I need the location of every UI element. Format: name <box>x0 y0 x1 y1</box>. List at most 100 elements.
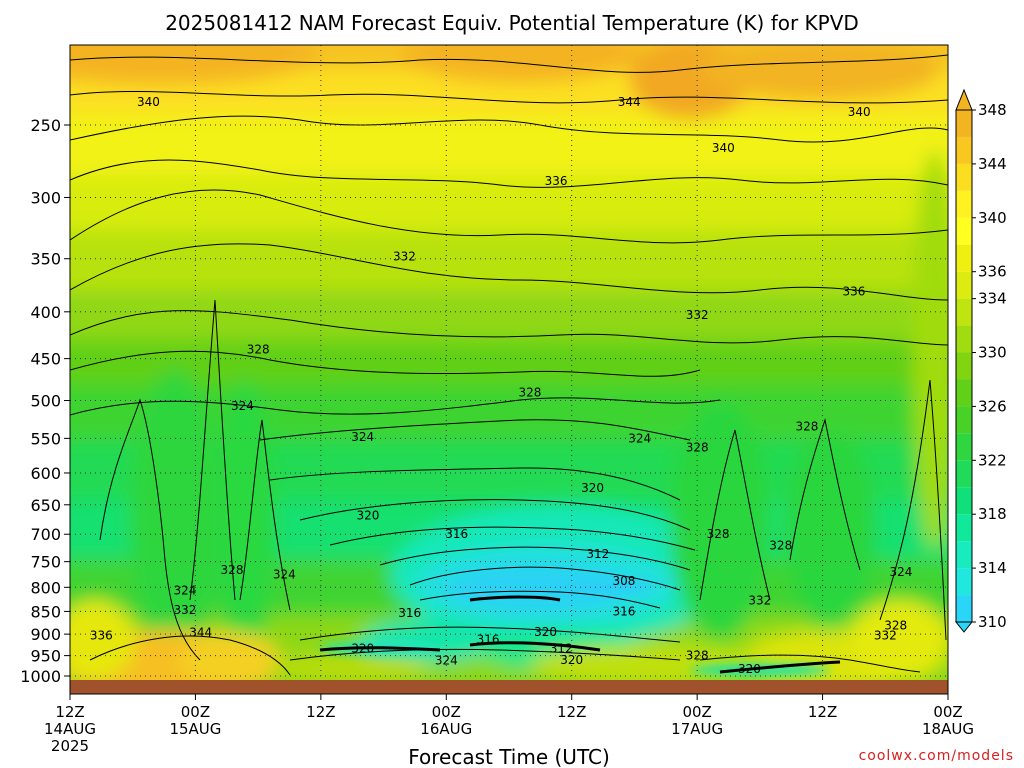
y-tick-label: 1000 <box>20 667 61 686</box>
y-tick-label: 800 <box>30 578 61 597</box>
contour-label: 324 <box>435 654 458 668</box>
contour-label: 316 <box>445 527 468 541</box>
y-tick-label: 300 <box>30 188 61 207</box>
contour-label: 332 <box>393 249 416 263</box>
colorbar-swatch <box>956 244 972 272</box>
contour-label: 324 <box>273 568 296 582</box>
colorbar-swatch <box>956 136 972 164</box>
colorbar-swatch <box>956 217 972 245</box>
colorbar-swatch <box>956 190 972 218</box>
contour-label: 328 <box>795 420 818 434</box>
contour-label: 332 <box>686 308 709 322</box>
x-tick-label: 12Z <box>55 703 84 721</box>
x-tick-label: 12Z <box>557 703 586 721</box>
contour-label: 328 <box>247 343 270 357</box>
y-tick-label: 900 <box>30 625 61 644</box>
contour-label: 344 <box>189 625 212 639</box>
contour-label: 308 <box>613 574 636 588</box>
colorbar-arrow-low <box>954 621 974 633</box>
colorbar-swatch <box>956 433 972 461</box>
colorbar-swatch <box>956 379 972 407</box>
colorbar-label: 336 <box>978 263 1007 281</box>
contour-label: 332 <box>174 603 197 617</box>
chart-title: 2025081412 NAM Forecast Equiv. Potential… <box>165 11 859 35</box>
contour-label: 336 <box>842 284 865 298</box>
contour-label: 328 <box>686 441 709 455</box>
colorbar-label: 318 <box>978 505 1007 523</box>
colorbar: 310 314 318 322 326 330 334 336 340 344 348 <box>954 88 1007 633</box>
contour-label: 320 <box>351 641 374 655</box>
x-tick-label: 00Z <box>933 703 962 721</box>
y-tick-label: 700 <box>30 525 61 544</box>
y-tick-label: 250 <box>30 116 61 135</box>
y-tick-label: 950 <box>30 647 61 666</box>
y-axis: 250 300 350 400 450 500 550 600 650 700 750 800 850 9… <box>20 116 70 686</box>
contour-label: 324 <box>231 399 254 413</box>
contour-label: 336 <box>545 174 568 188</box>
colorbar-label: 322 <box>978 451 1007 469</box>
contour-label: 344 <box>618 95 641 109</box>
contour-label: 328 <box>518 385 541 399</box>
contour-label: 324 <box>174 583 197 597</box>
colorbar-swatch <box>956 110 972 137</box>
contour-label: 332 <box>874 628 897 642</box>
x-tick-label: 00Z <box>682 703 711 721</box>
contour-label: 316 <box>613 604 636 618</box>
contour-label: 324 <box>890 565 913 579</box>
colorbar-label: 330 <box>978 344 1007 362</box>
colorbar-label: 326 <box>978 397 1007 415</box>
heatmap-field <box>70 45 948 680</box>
colorbar-frame <box>955 109 973 623</box>
colorbar-swatch <box>956 271 972 299</box>
colorbar-swatch <box>956 460 972 488</box>
contour-label: 320 <box>356 509 379 523</box>
colorbar-swatch <box>956 568 972 596</box>
x-tick-label: 00Z <box>181 703 210 721</box>
contour-label: 312 <box>586 547 609 561</box>
colorbar-swatch <box>956 163 972 191</box>
colorbar-label: 340 <box>978 209 1007 227</box>
contour-label: 336 <box>90 628 113 642</box>
contour-label: 328 <box>686 649 709 663</box>
contour-label: 312 <box>550 641 573 655</box>
contour-label: 328 <box>769 538 792 552</box>
y-tick-label: 450 <box>30 350 61 369</box>
colorbar-swatch <box>956 541 972 569</box>
x-tick-label: 18AUG <box>922 720 974 738</box>
contour-label: 316 <box>477 632 500 646</box>
x-tick-label: 15AUG <box>169 720 221 738</box>
y-tick-label: 550 <box>30 429 61 448</box>
y-tick-label: 850 <box>30 602 61 621</box>
colorbar-swatch <box>956 406 972 434</box>
colorbar-swatch <box>956 595 972 622</box>
contour-label: 320 <box>534 625 557 639</box>
x-tick-label: 12Z <box>306 703 335 721</box>
contour-label: 324 <box>628 431 651 445</box>
plot-border <box>69 44 949 695</box>
colorbar-label: 310 <box>978 613 1007 631</box>
grid-lines <box>70 45 948 680</box>
y-tick-label: 350 <box>30 250 61 269</box>
contour-label: 324 <box>351 430 374 444</box>
contour-label: 320 <box>738 662 761 676</box>
y-tick-label: 650 <box>30 496 61 515</box>
contour-label: 340 <box>848 105 871 119</box>
colorbar-label: 348 <box>978 101 1007 119</box>
colorbar-label: 314 <box>978 559 1007 577</box>
y-tick-label: 600 <box>30 464 61 483</box>
contour-label: 328 <box>884 619 907 633</box>
contour-label: 340 <box>712 141 735 155</box>
contour-label: 320 <box>581 481 604 495</box>
x-tick-label: 16AUG <box>420 720 472 738</box>
x-tick-label: 12Z <box>808 703 837 721</box>
credit-text: coolwx.com/models <box>859 748 1014 764</box>
colorbar-swatch <box>956 487 972 515</box>
x-tick-label: 14AUG <box>44 720 96 738</box>
contour-lines <box>70 54 948 676</box>
plot-area <box>70 45 948 680</box>
colorbar-swatch <box>956 352 972 380</box>
contour-label: 320 <box>560 653 583 667</box>
